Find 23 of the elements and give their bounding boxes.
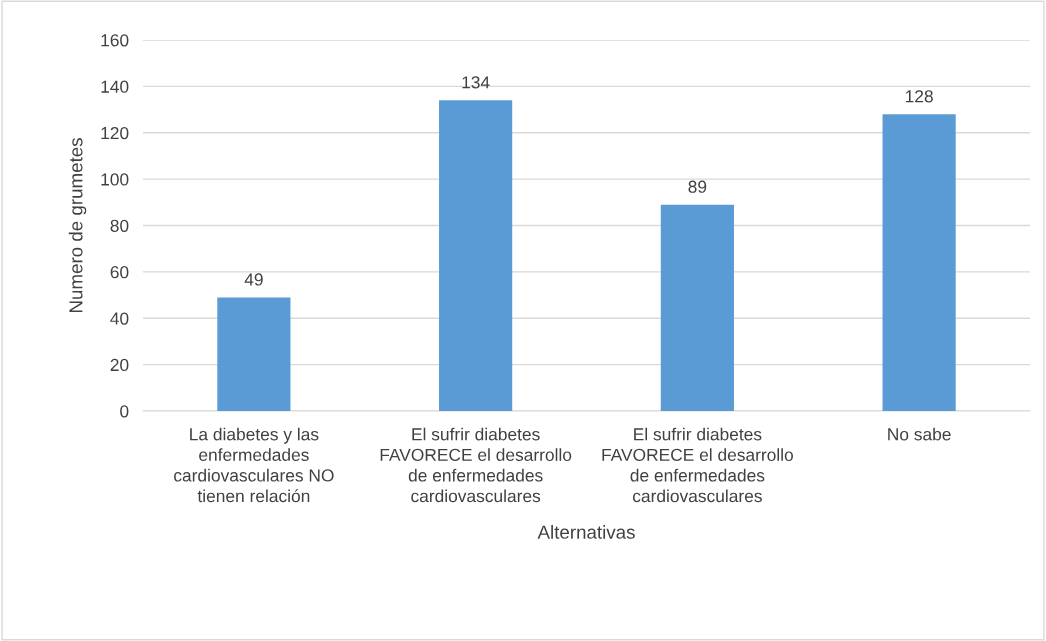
data-label: 49 [244,273,263,286]
data-label: 89 [688,180,707,193]
x-tick-label: El sufrir diabetes FAVORECE el desarrollo de enfermedades cardiovasculares [380,427,572,503]
x-axis-title: Alternativas [537,525,635,539]
x-tick-label: No sabe [888,427,951,441]
y-tick-label: 120 [101,126,129,140]
bar [217,297,291,411]
x-tick-label: La diabetes y las enfermedades cardiovasculares NO tienen relación [174,427,334,503]
bar [660,204,734,411]
y-tick-label: 0 [120,405,129,418]
y-tick-label: 40 [110,312,129,325]
data-label: 134 [462,76,490,89]
data-label: 128 [905,90,933,103]
y-tick-label: 80 [110,219,129,232]
y-tick-label: 100 [101,173,129,186]
y-tick-label: 60 [110,266,129,279]
x-tick-label: El sufrir diabetes FAVORECE el desarrollo de enfermedades cardiovasculares [602,427,793,503]
y-axis-title: Numero de grumetes [68,138,87,313]
y-tick-label: 160 [101,34,129,47]
bar [439,100,513,411]
y-tick-label: 20 [110,358,129,372]
y-tick-label: 140 [101,80,129,93]
bar [882,114,956,411]
